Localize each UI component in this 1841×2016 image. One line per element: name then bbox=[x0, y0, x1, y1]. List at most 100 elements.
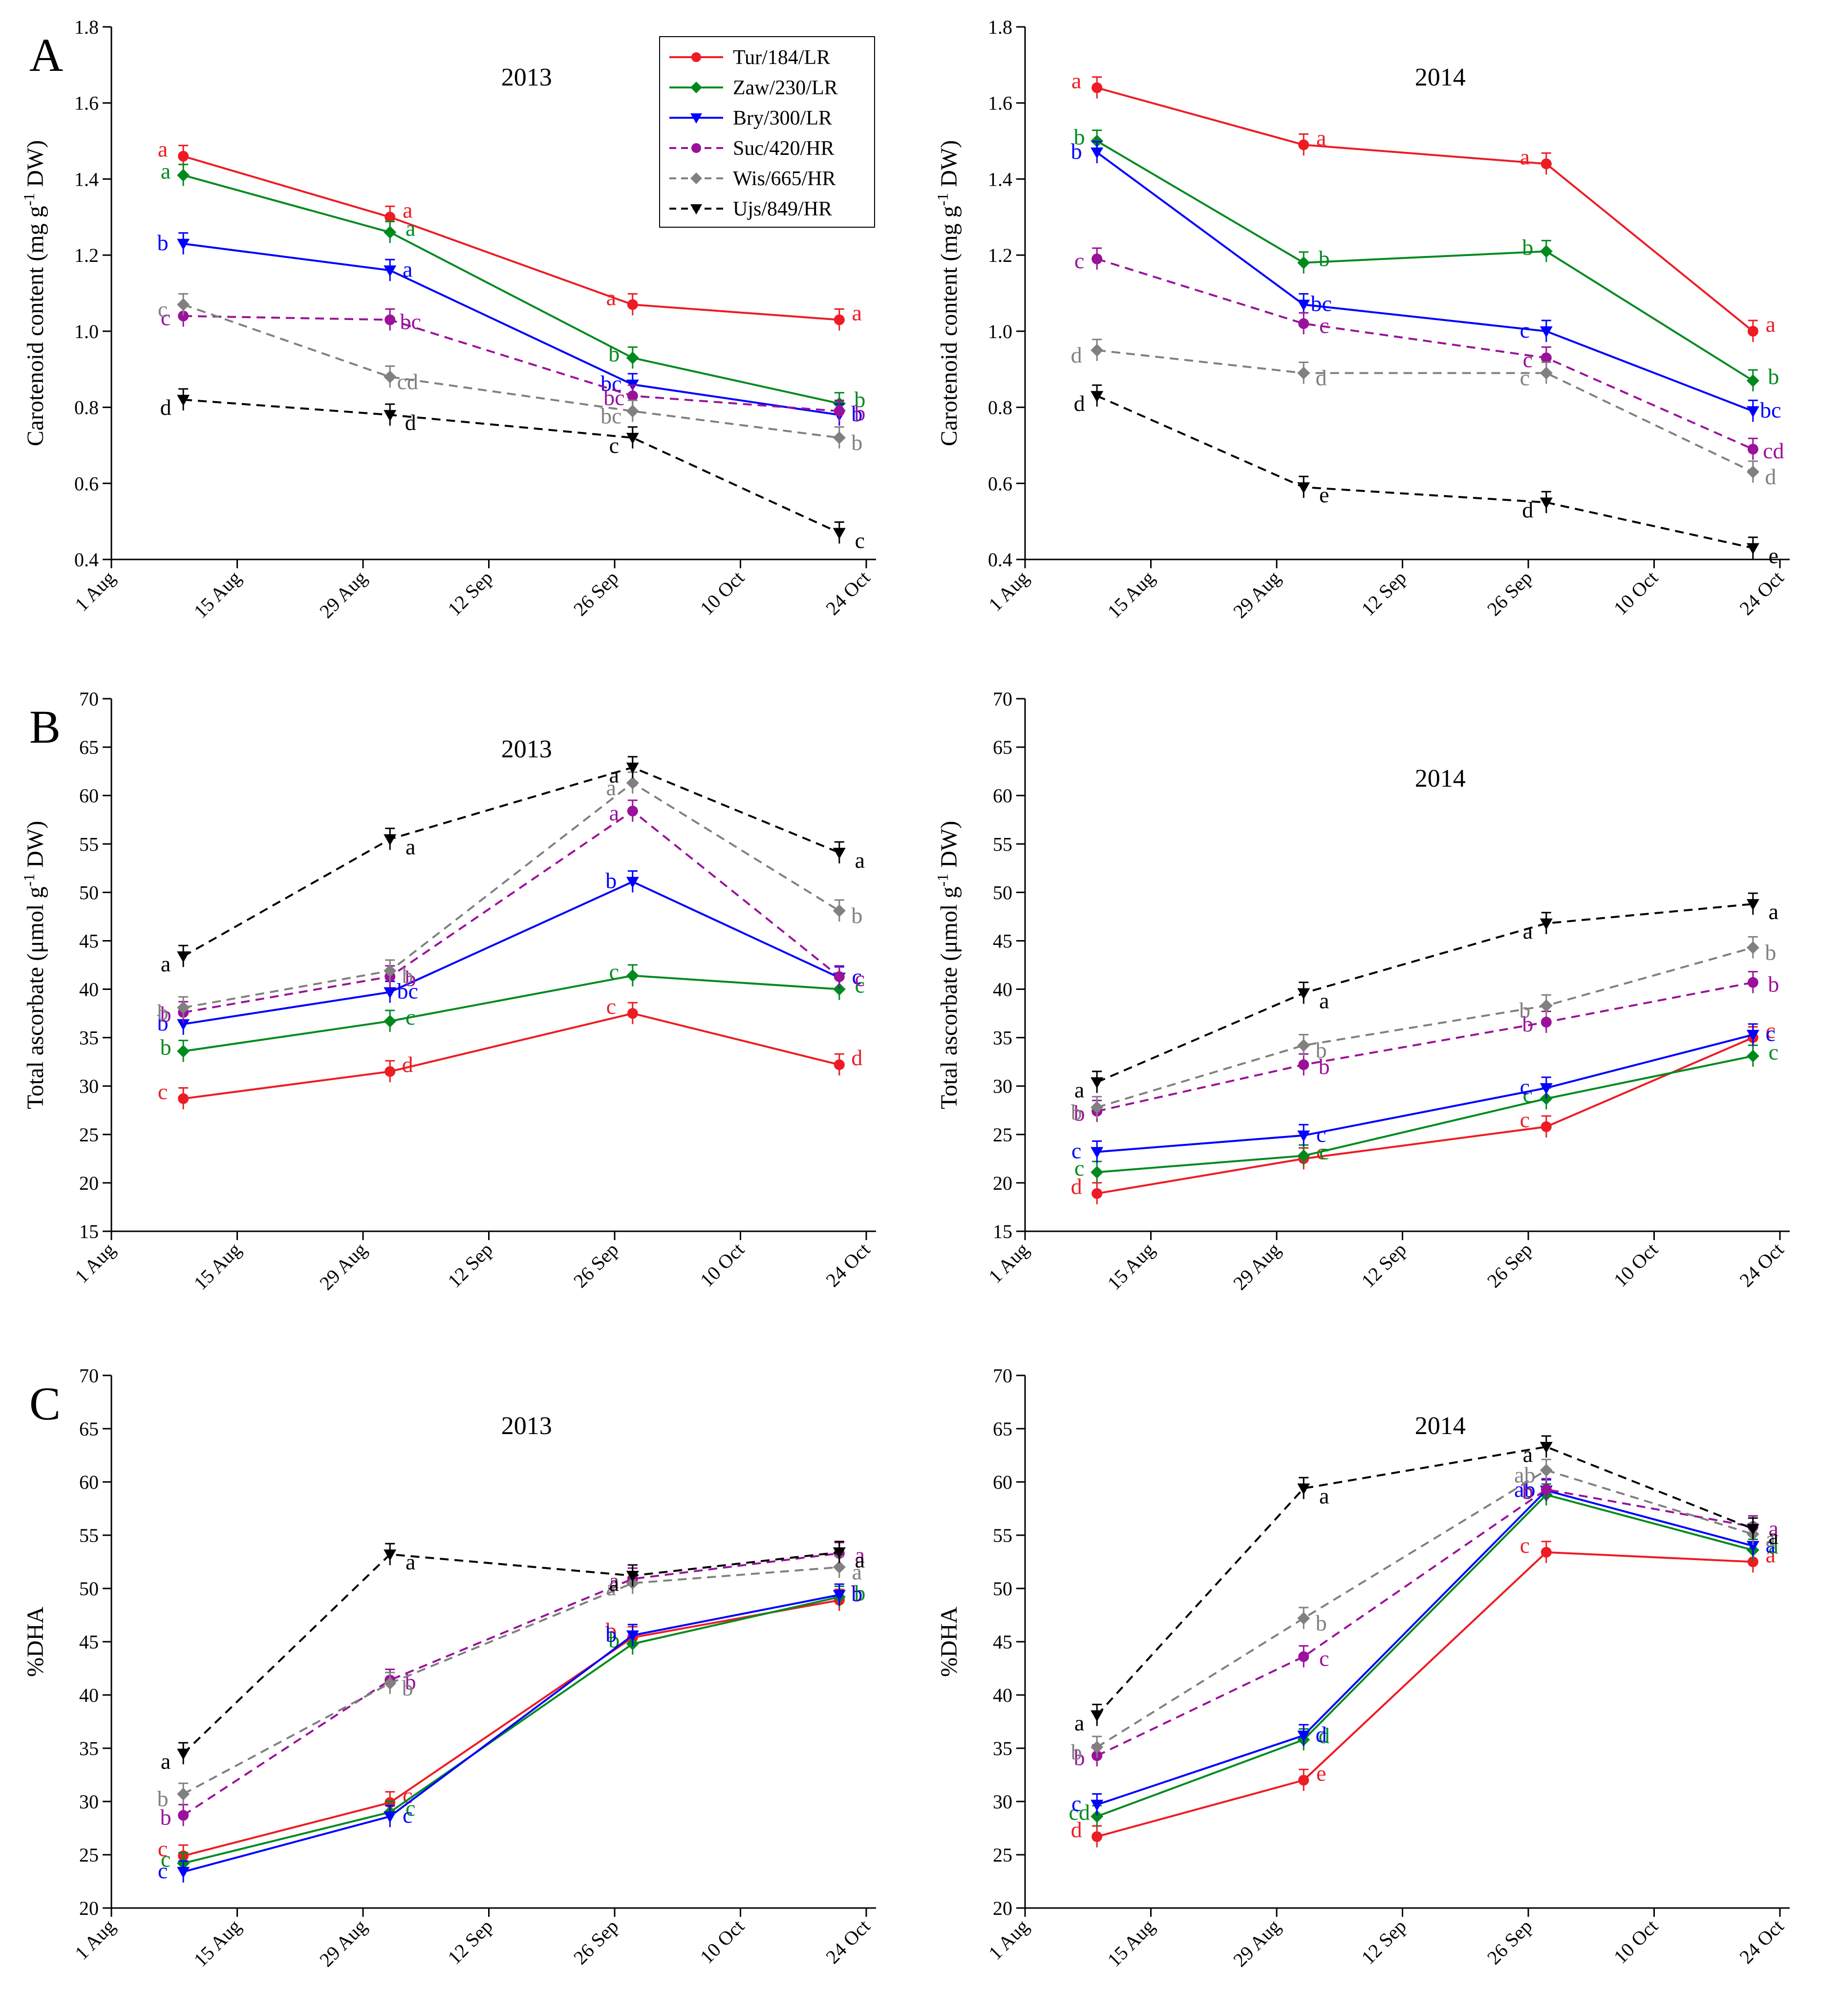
y-axis-label-superscript: -1 bbox=[934, 874, 951, 887]
y-tick-label: 70 bbox=[993, 1365, 1012, 1387]
significance-letter: c bbox=[158, 1858, 168, 1883]
significance-letter: ab bbox=[1514, 1477, 1535, 1501]
significance-letter: b bbox=[1522, 235, 1533, 259]
significance-letter: a bbox=[606, 1575, 616, 1600]
chart-title: 2013 bbox=[501, 64, 552, 91]
data-point bbox=[385, 314, 396, 325]
data-point bbox=[384, 1811, 397, 1823]
data-point bbox=[834, 1059, 845, 1071]
data-point bbox=[1297, 482, 1310, 494]
series-ujs-849-hr: d d c c bbox=[160, 388, 865, 553]
y-tick-label: 20 bbox=[993, 1897, 1012, 1919]
y-tick-label: 35 bbox=[993, 1737, 1012, 1759]
significance-letter: a bbox=[609, 800, 619, 825]
y-tick-label: 40 bbox=[993, 979, 1012, 1001]
significance-letter: d bbox=[851, 1045, 862, 1070]
significance-letter: c bbox=[1769, 1039, 1778, 1064]
significance-letter: e bbox=[1316, 1760, 1326, 1785]
y-tick-label: 1.6 bbox=[74, 92, 99, 114]
data-point bbox=[1297, 1612, 1310, 1625]
y-axis-label-main: Total ascorbate (μmol g bbox=[936, 887, 962, 1110]
y-tick-label: 1.8 bbox=[74, 16, 99, 38]
data-point bbox=[1297, 256, 1310, 269]
significance-letter: b bbox=[160, 1034, 171, 1059]
chart-title: 2014 bbox=[1415, 765, 1466, 793]
chart-title: 2014 bbox=[1415, 64, 1466, 91]
data-point bbox=[1541, 352, 1552, 364]
data-point bbox=[626, 762, 639, 774]
series-line bbox=[183, 303, 840, 439]
data-point bbox=[627, 299, 638, 310]
legend-label: Zaw/230/LR bbox=[733, 77, 838, 99]
significance-letter: c bbox=[403, 1803, 412, 1828]
panel-letter: B bbox=[29, 701, 61, 753]
significance-letter: b bbox=[1319, 1054, 1330, 1079]
series-zaw-230-lr: bc cc bbox=[160, 959, 865, 1062]
y-axis-label: %DHA bbox=[936, 1607, 962, 1677]
significance-letter: a bbox=[403, 257, 412, 281]
y-tick-label: 0.6 bbox=[988, 472, 1012, 494]
significance-letter: c bbox=[1523, 347, 1533, 372]
y-tick-label: 30 bbox=[993, 1791, 1012, 1813]
y-tick-label: 25 bbox=[993, 1124, 1012, 1146]
significance-letter: c bbox=[1316, 1122, 1326, 1147]
significance-letter: a bbox=[855, 1543, 865, 1567]
significance-letter: a bbox=[406, 215, 415, 240]
data-point bbox=[833, 431, 846, 444]
significance-letter: b bbox=[605, 1618, 617, 1643]
significance-letter: b bbox=[160, 1002, 171, 1027]
data-point bbox=[1297, 1130, 1310, 1142]
significance-letter: c bbox=[1766, 1018, 1776, 1043]
y-tick-label: 50 bbox=[79, 1578, 99, 1600]
significance-letter: c bbox=[606, 994, 616, 1019]
significance-letter: bc bbox=[397, 978, 418, 1003]
y-tick-label: 1.0 bbox=[74, 321, 99, 343]
y-tick-label: 0.4 bbox=[988, 549, 1012, 571]
y-tick-label: 25 bbox=[79, 1124, 99, 1146]
series-wis-665-hr: dd cd bbox=[1071, 339, 1776, 489]
significance-letter: b bbox=[608, 341, 620, 366]
data-point bbox=[626, 969, 639, 982]
significance-letter: c bbox=[609, 959, 619, 984]
panel-letter: C bbox=[29, 1377, 61, 1430]
significance-letter: b bbox=[1071, 139, 1082, 164]
significance-letter: a bbox=[1766, 312, 1776, 337]
y-axis-label-main: Total ascorbate (μmol g bbox=[22, 887, 48, 1110]
data-point bbox=[1747, 444, 1758, 455]
significance-letter: b bbox=[157, 1010, 169, 1035]
significance-letter: c bbox=[161, 305, 171, 330]
series-line bbox=[183, 155, 839, 321]
y-tick-label: 70 bbox=[993, 688, 1012, 710]
significance-letter: c bbox=[1520, 1074, 1530, 1099]
data-point bbox=[1746, 374, 1759, 387]
data-point bbox=[384, 987, 397, 999]
significance-letter: a bbox=[1766, 1532, 1776, 1557]
data-point bbox=[626, 1570, 639, 1582]
significance-letter: a bbox=[1769, 1534, 1778, 1559]
series-line bbox=[1096, 946, 1754, 1109]
data-point bbox=[834, 314, 845, 325]
data-point bbox=[1746, 1050, 1759, 1063]
data-point bbox=[626, 1630, 639, 1642]
significance-letter: c bbox=[1520, 318, 1530, 343]
significance-letter: c bbox=[161, 1846, 171, 1871]
significance-letter: e bbox=[1319, 482, 1329, 507]
y-tick-label: 1.6 bbox=[988, 92, 1012, 114]
data-point bbox=[384, 265, 397, 277]
data-point bbox=[1746, 1029, 1759, 1041]
significance-letter: a bbox=[1319, 988, 1329, 1013]
significance-letter: c bbox=[158, 1836, 168, 1861]
series-line bbox=[183, 174, 840, 405]
significance-letter: a bbox=[1523, 1442, 1533, 1467]
data-point bbox=[1747, 1556, 1758, 1567]
legend-marker bbox=[690, 204, 702, 214]
y-tick-label: 20 bbox=[79, 1172, 99, 1194]
significance-letter: c bbox=[1766, 1021, 1776, 1046]
